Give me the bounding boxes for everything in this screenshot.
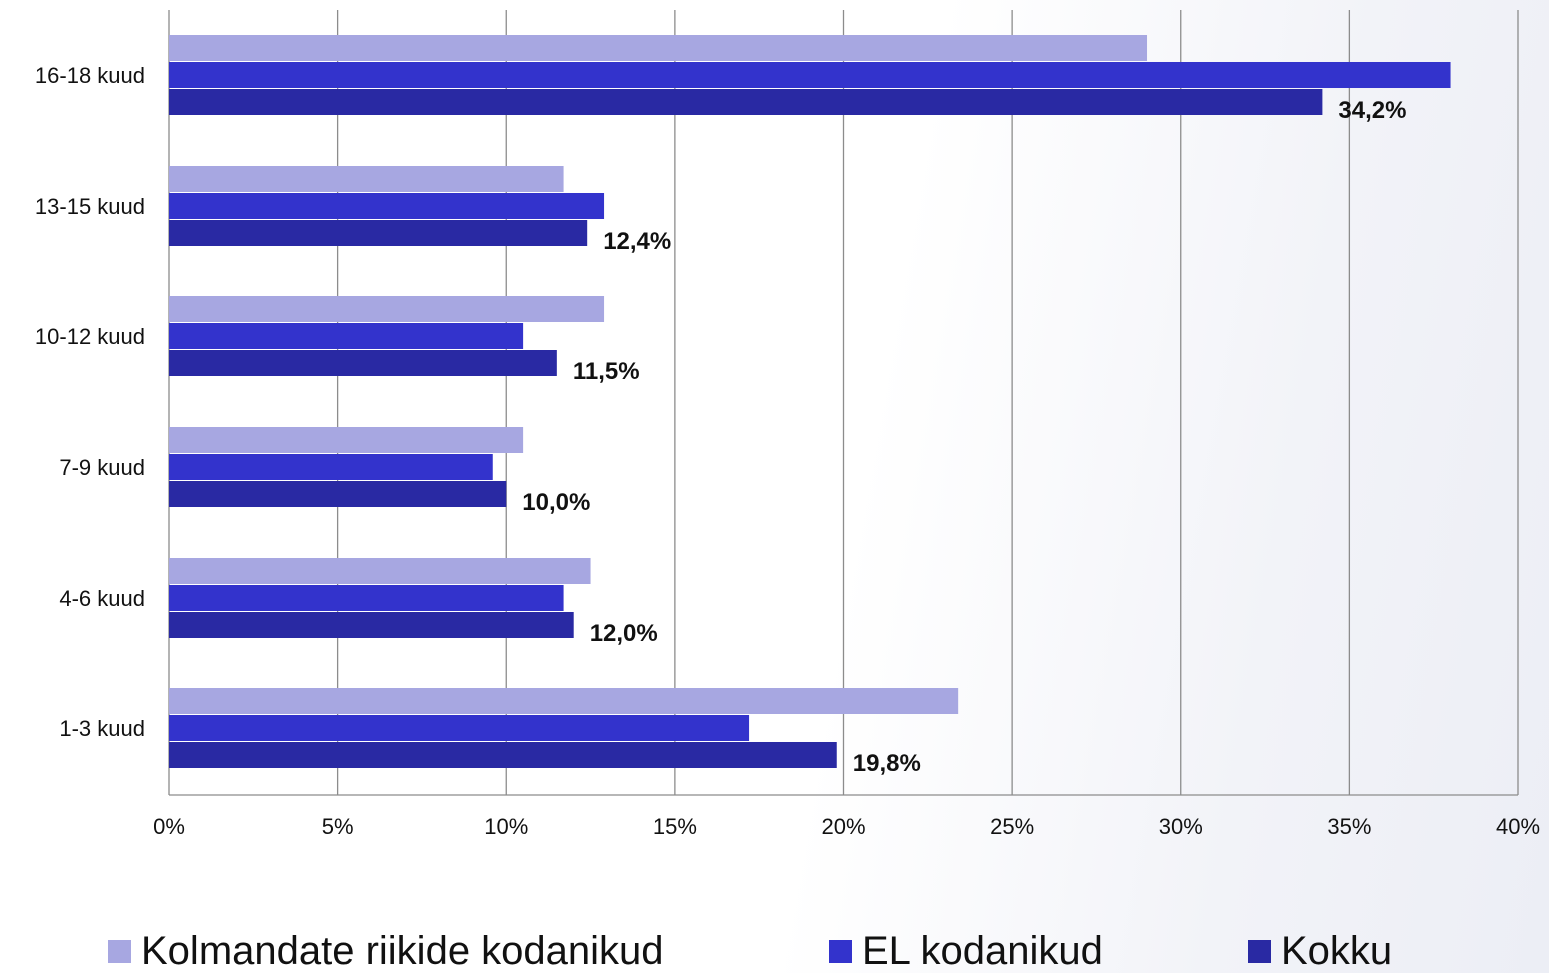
grid-lines <box>168 10 1519 796</box>
bar-0-0 <box>169 35 1148 61</box>
data-label: 10,0% <box>522 489 590 516</box>
y-tick-label: 4-6 kuud <box>59 586 145 611</box>
data-labels: 34,2% 12,4% 11,5% 10,0% 12,0% 19,8% <box>522 97 1406 777</box>
y-tick-label: 1-3 kuud <box>59 716 145 741</box>
bar-1-2 <box>169 220 588 246</box>
x-tick-label: 5% <box>322 814 354 839</box>
y-tick-label: 16-18 kuud <box>35 63 145 88</box>
legend-label: Kolmandate riikide kodanikud <box>141 929 664 973</box>
legend-swatch <box>108 940 131 963</box>
x-tick-label: 30% <box>1159 814 1203 839</box>
data-label: 12,0% <box>590 620 658 647</box>
legend-item-el: EL kodanikud <box>829 930 1103 973</box>
x-tick-label: 10% <box>484 814 528 839</box>
data-label: 19,8% <box>853 750 921 777</box>
data-label: 12,4% <box>603 228 671 255</box>
bar-5-1 <box>169 715 750 741</box>
legend-label: EL kodanikud <box>862 929 1103 973</box>
legend-item-kokku: Kokku <box>1248 930 1392 973</box>
x-axis-labels: 0% 5% 10% 15% 20% 25% 30% 35% 40% <box>153 814 1540 839</box>
legend: Kolmandate riikide kodanikud EL kodaniku… <box>0 930 1549 973</box>
data-label: 11,5% <box>573 358 640 385</box>
x-tick-label: 25% <box>990 814 1034 839</box>
bar-1-1 <box>169 193 605 219</box>
bar-4-1 <box>169 585 564 611</box>
bar-2-2 <box>169 350 557 376</box>
bar-1-0 <box>169 166 564 192</box>
x-tick-label: 40% <box>1496 814 1540 839</box>
x-tick-label: 15% <box>653 814 697 839</box>
bar-2-1 <box>169 323 524 349</box>
x-tick-label: 35% <box>1327 814 1371 839</box>
legend-label: Kokku <box>1281 929 1393 973</box>
legend-swatch <box>1248 940 1271 963</box>
y-tick-label: 13-15 kuud <box>35 194 145 219</box>
bar-4-2 <box>169 612 574 638</box>
bars <box>169 35 1451 768</box>
bar-5-2 <box>169 742 837 768</box>
bar-3-1 <box>169 454 493 480</box>
legend-swatch <box>829 940 852 963</box>
bar-3-2 <box>169 481 507 507</box>
bar-3-0 <box>169 427 524 453</box>
x-tick-label: 0% <box>153 814 185 839</box>
bar-chart: 16-18 kuud 13-15 kuud 10-12 kuud 7-9 kuud 4-… <box>35 10 1540 839</box>
data-label: 34,2% <box>1338 97 1406 124</box>
x-tick-label: 20% <box>821 814 865 839</box>
bar-2-0 <box>169 296 605 322</box>
y-tick-label: 7-9 kuud <box>59 455 145 480</box>
y-axis-labels: 16-18 kuud 13-15 kuud 10-12 kuud 7-9 kuud 4-… <box>35 63 145 741</box>
bar-0-2 <box>169 89 1323 115</box>
bar-0-1 <box>169 62 1451 88</box>
y-tick-label: 10-12 kuud <box>35 324 145 349</box>
legend-item-kolmandate: Kolmandate riikide kodanikud <box>108 930 664 973</box>
bar-4-0 <box>169 558 591 584</box>
bar-5-0 <box>169 688 959 714</box>
